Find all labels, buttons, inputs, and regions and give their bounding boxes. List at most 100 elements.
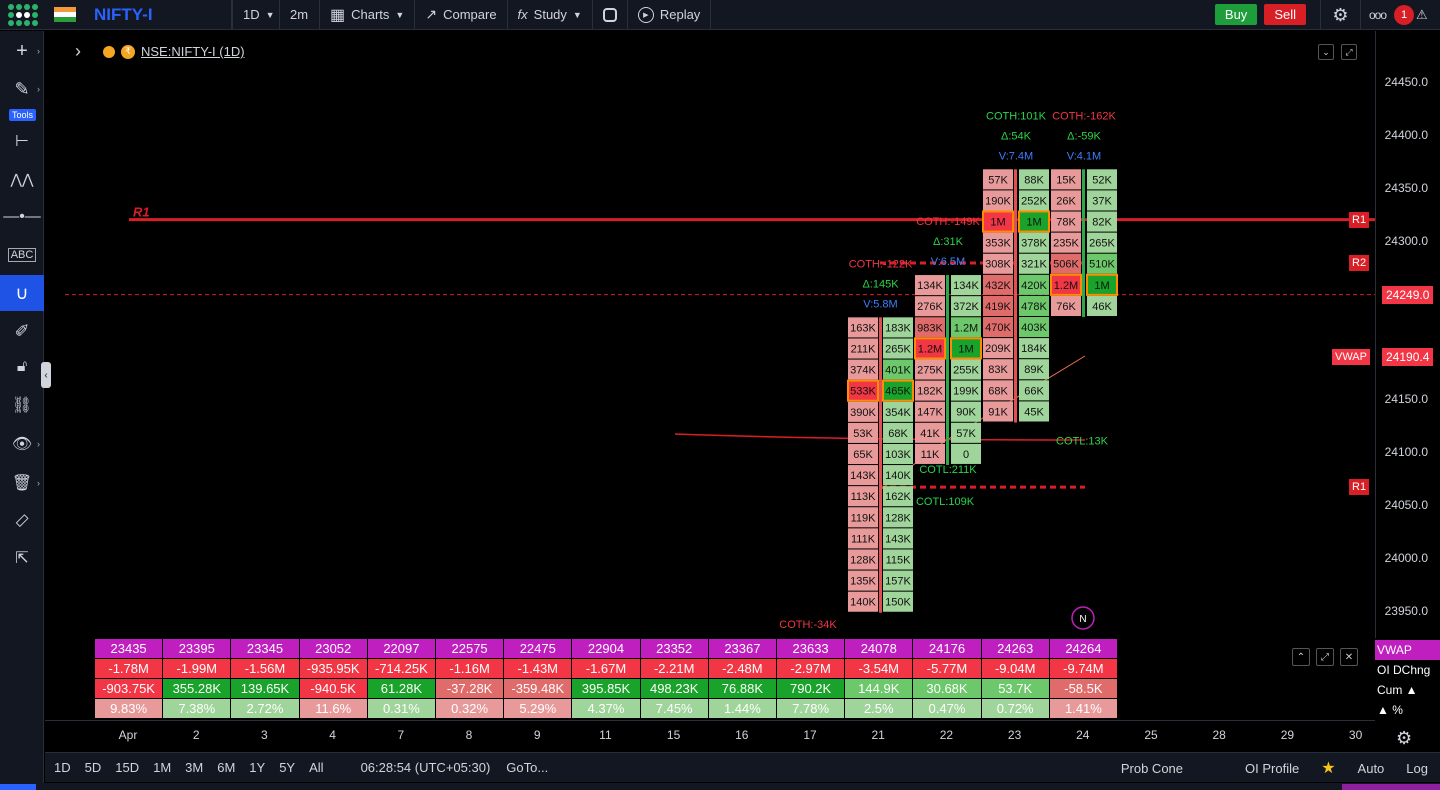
table-cell: 23052 — [299, 639, 367, 658]
range-15d[interactable]: 15D — [115, 760, 140, 775]
footprint-candle-23[interactable]: 57K 190K 1M 353K 308K 432K 419K 470K 209K 83K 68K 9… — [982, 110, 1109, 448]
footprint-candle-21[interactable]: 163K 211K 374K 533K 390K 53K 65K 143K 113K 119K 11… — [847, 258, 975, 613]
footprint-candle-24[interactable]: 15K 26K 78K 235K 506K 1.2M 76K 52K 37K 82K 265K 510… — [1050, 110, 1118, 317]
time-tick: 24 — [1076, 728, 1090, 742]
ask-value: 372K — [953, 301, 979, 313]
pane-up-button[interactable]: ⌃ — [1292, 648, 1310, 666]
ask-value: 1M — [1094, 280, 1109, 292]
replay-label: Replay — [659, 7, 701, 22]
bid-value: 276K — [917, 301, 943, 313]
interval-select[interactable]: 1D ▼ — [232, 0, 280, 30]
time-axis[interactable]: Apr 2 3 4 7 8 9 11 15 16 17 21 22 23 24 25 28 29 30 — [45, 720, 1375, 748]
pane-maximize-button[interactable]: ⤢ — [1316, 648, 1334, 666]
footprint-chart[interactable]: R1 163K 211K 374K 533K 390K 53K 65K 143K 113K 119K… — [45, 31, 1375, 638]
news-marker-icon[interactable] — [1071, 606, 1095, 630]
camera-button[interactable] — [593, 0, 628, 30]
table-cell: 7.78% — [777, 699, 845, 718]
link-tool[interactable]: ⛓ — [0, 387, 44, 423]
magnet-icon: ∪ — [15, 282, 29, 303]
pane-close-button[interactable]: ✕ — [1340, 648, 1358, 666]
delete-tool[interactable]: 🗑︎ › — [0, 465, 44, 501]
left-collapse-handle[interactable]: ‹ — [41, 362, 51, 388]
bid-value: 275K — [917, 364, 943, 376]
price-axis[interactable]: 24450.0 24400.0 24350.0 24300.0 24150.0 24100… — [1375, 31, 1440, 638]
app-logo[interactable] — [0, 0, 44, 30]
chevron-right-icon[interactable]: › — [75, 41, 81, 61]
bid-cell — [848, 317, 878, 338]
range-6m[interactable]: 6M — [217, 760, 236, 775]
pattern-tool[interactable]: ⋀⋀ — [0, 161, 44, 197]
table-cell: 7.45% — [640, 699, 708, 718]
status-indicator-left — [0, 784, 36, 790]
ask-value: 46K — [1092, 301, 1112, 313]
bid-value: 353K — [985, 238, 1011, 250]
brush-tool[interactable]: ✐ — [0, 313, 44, 349]
charts-button[interactable]: ▦ Charts ▼ — [320, 0, 416, 30]
oi-profile-button[interactable]: OI Profile — [1245, 760, 1300, 776]
sell-button[interactable]: Sell — [1264, 4, 1306, 25]
ask-value: 478K — [1021, 301, 1047, 313]
buy-button[interactable]: Buy — [1214, 4, 1258, 25]
chart-symbol-name[interactable]: NSE:NIFTY-I (1D) — [141, 44, 245, 59]
chevron-right-icon: › — [37, 478, 40, 488]
bid-cell — [1051, 232, 1081, 253]
range-5y[interactable]: 5Y — [279, 760, 296, 775]
text-tool[interactable]: ABC — [0, 237, 44, 273]
goto-button[interactable]: GoTo... — [506, 760, 549, 775]
bottom-toolbar: 1D 5D 15D 1M 3M 6M 1Y 5Y All 06:28:54 (UTC+05:30… — [45, 752, 1440, 782]
table-cell: -3.54M — [845, 659, 913, 678]
table-cell: -2.97M — [777, 659, 845, 678]
chart-maximize-button[interactable]: ⤢ — [1341, 44, 1357, 60]
notification-badge[interactable]: 1 — [1394, 4, 1414, 25]
ruler-tool[interactable]: ▭ — [0, 502, 44, 538]
line-tool[interactable]: —•— — [0, 199, 44, 235]
coth-label: COTH:-122K — [849, 258, 913, 270]
clock: 06:28:54 (UTC+05:30) — [360, 760, 491, 775]
compare-button[interactable]: ↗ Compare — [415, 0, 508, 30]
bid-cell — [848, 486, 878, 507]
log-scale-button[interactable]: Log — [1406, 760, 1428, 776]
study-button[interactable]: fx Study ▼ — [508, 0, 593, 30]
range-5d[interactable]: 5D — [84, 760, 102, 775]
range-1d[interactable]: 1D — [54, 760, 71, 775]
cursor-tool[interactable]: ⇱ — [0, 540, 44, 576]
bid-cell — [915, 275, 945, 296]
replay-button[interactable]: ▶ Replay — [628, 0, 712, 30]
ask-value: 265K — [1089, 238, 1115, 250]
table-cell: -58.5K — [1049, 679, 1117, 698]
bid-cell — [915, 380, 945, 401]
ask-value: 89K — [1024, 364, 1044, 376]
range-1m[interactable]: 1M — [153, 760, 172, 775]
table-cell: 24264 — [1049, 639, 1117, 658]
time-tick: Apr — [118, 728, 138, 742]
bid-value: 419K — [985, 301, 1011, 313]
crosshair-tool[interactable]: + › — [0, 33, 44, 69]
range-1y[interactable]: 1Y — [249, 760, 266, 775]
alert-icon[interactable]: ⚠ — [1416, 6, 1428, 22]
footprint-candle-22[interactable]: 134K 276K 983K 1.2M 275K 182K 147K 41K 11K 134K 37… — [914, 216, 982, 476]
chart-collapse-button[interactable]: ⌄ — [1318, 44, 1334, 60]
range-all[interactable]: All — [309, 760, 324, 775]
bid-cell — [1051, 253, 1081, 274]
magnet-tool[interactable]: ∪ — [0, 275, 44, 311]
fib-tool[interactable]: ⊢ — [0, 123, 44, 159]
prob-cone-button[interactable]: Prob Cone — [1120, 760, 1184, 776]
range-3m[interactable]: 3M — [185, 760, 204, 775]
axis-settings-icon[interactable]: ⚙ — [1396, 728, 1413, 748]
settings-icon[interactable]: ⚙ — [1320, 0, 1360, 30]
tools-label: Tools — [9, 109, 37, 121]
lock-tool[interactable]: 🔓︎ — [0, 349, 44, 385]
bid-value: 1.2M — [918, 343, 942, 355]
bid-cell — [983, 253, 1013, 274]
indicator-row-label: VWAP — [1375, 640, 1440, 660]
visibility-tool[interactable]: 👁︎ › — [0, 426, 44, 462]
table-cell: 23395 — [163, 639, 231, 658]
sub-interval-button[interactable]: 2m — [280, 0, 320, 30]
symbol-search[interactable]: NIFTY-I — [84, 0, 232, 30]
pencil-tool[interactable]: ✎ › — [0, 71, 44, 107]
bid-cell — [982, 210, 1014, 233]
bid-cell — [915, 317, 945, 338]
more-button[interactable]: ooo — [1360, 0, 1394, 30]
auto-scale-button[interactable]: Auto — [1357, 760, 1385, 776]
star-icon[interactable]: ★ — [1321, 760, 1336, 777]
